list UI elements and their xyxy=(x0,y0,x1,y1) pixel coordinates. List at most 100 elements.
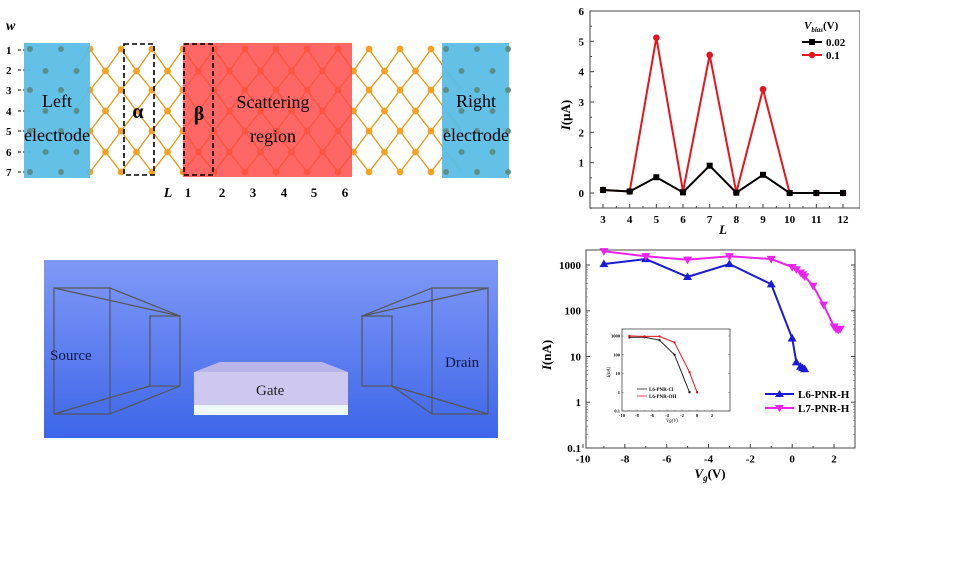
legend-marker-0.1 xyxy=(808,51,816,59)
beta-label: β xyxy=(194,103,205,125)
data-point xyxy=(599,259,609,268)
bond xyxy=(352,130,370,153)
bond xyxy=(151,89,169,112)
data-point xyxy=(800,273,810,282)
data-point xyxy=(688,370,691,374)
bond xyxy=(352,89,370,112)
electrode-atom xyxy=(73,149,80,155)
data-point xyxy=(641,253,651,261)
data-point xyxy=(766,279,776,288)
atom xyxy=(164,107,171,115)
data-point xyxy=(835,325,845,334)
atom xyxy=(133,67,140,75)
data-point xyxy=(626,188,633,195)
legend: L6-PNR-H L7-PNR-H xyxy=(765,389,850,415)
legend: Vbias(V) 0.02 0.1 xyxy=(802,20,846,62)
atom xyxy=(396,168,404,176)
bond xyxy=(135,70,153,91)
source-label: Source xyxy=(50,348,92,364)
bond xyxy=(352,48,370,72)
data-point xyxy=(599,248,609,256)
row-label: 6 xyxy=(6,147,12,159)
atom xyxy=(381,67,388,75)
bond xyxy=(368,151,386,173)
electrode-atom xyxy=(474,46,480,52)
bond xyxy=(104,70,122,91)
inset-frame xyxy=(621,328,731,412)
bond xyxy=(352,151,370,173)
x-tick-label: 12 xyxy=(838,214,850,226)
data-point xyxy=(658,338,661,342)
x-tick-label: 8 xyxy=(734,214,740,226)
y-tick-label: 1 xyxy=(579,158,585,170)
atom xyxy=(396,45,404,53)
electrode-atom xyxy=(458,108,465,114)
x-tick-label: -10 xyxy=(576,453,591,465)
legend-title: Vbias(V) xyxy=(804,20,839,34)
electrode-atom xyxy=(443,87,449,93)
atom xyxy=(164,148,171,156)
bond xyxy=(135,110,153,132)
y-tick-label: 0 xyxy=(579,188,585,200)
electrode-atom xyxy=(58,128,64,134)
electrode-atom xyxy=(505,128,511,134)
bond xyxy=(166,70,184,91)
electrode-atom xyxy=(489,149,496,155)
data-point xyxy=(840,190,846,196)
data-point xyxy=(600,186,606,193)
x-tick-label: 0 xyxy=(789,453,795,465)
x-tick-label: 9 xyxy=(760,214,766,226)
x-tick-label: 7 xyxy=(707,214,713,226)
atom xyxy=(133,107,140,115)
atom xyxy=(365,86,373,94)
bond xyxy=(368,110,386,132)
y-tick-label: 2 xyxy=(579,127,585,139)
legend-label-0.1: 0.1 xyxy=(826,50,840,62)
data-point xyxy=(800,364,810,373)
y-axis-label: I(nA) xyxy=(539,340,554,371)
bond xyxy=(104,48,122,72)
bond xyxy=(368,89,386,112)
electrode-atom xyxy=(58,169,64,175)
x-tick-label: -2 xyxy=(746,453,756,465)
legend-label-L6-PNR-H: L6-PNR-H xyxy=(798,389,850,401)
bond xyxy=(383,48,401,72)
atom xyxy=(412,67,419,75)
data-point xyxy=(688,391,691,394)
atom xyxy=(133,148,140,156)
atom xyxy=(102,148,109,156)
electrode-atom xyxy=(42,149,49,155)
bond xyxy=(89,110,107,132)
bond xyxy=(399,70,417,91)
bond xyxy=(414,130,432,153)
w-axis-label: w xyxy=(6,19,16,34)
x-tick-label: 0 xyxy=(696,413,699,418)
y-tick-label: 1 xyxy=(576,397,582,409)
device-schematic: Source Drain Gate xyxy=(44,260,498,438)
data-point xyxy=(724,253,734,261)
y-tick-label: 1 xyxy=(618,390,621,395)
bond xyxy=(166,89,184,112)
series-line-0.1 xyxy=(602,37,843,194)
data-point xyxy=(706,51,713,59)
x-tick-label: -8 xyxy=(620,453,630,465)
atom xyxy=(102,107,109,115)
x-axis-label: L xyxy=(718,222,727,237)
inset-y-label: I(nA) xyxy=(607,366,612,378)
electrode-atom xyxy=(42,68,49,74)
plot-frame xyxy=(585,249,856,449)
data-point xyxy=(683,256,693,265)
atom xyxy=(102,67,109,75)
electrode-atom xyxy=(73,68,80,74)
atom xyxy=(365,127,373,135)
electrode-atom xyxy=(505,46,511,52)
data-point xyxy=(673,341,676,344)
bond xyxy=(120,110,138,132)
electrode-atom xyxy=(489,68,496,74)
data-point xyxy=(813,190,820,196)
x-tick-label: 10 xyxy=(784,214,796,226)
atom xyxy=(427,168,435,176)
bond xyxy=(414,110,432,132)
